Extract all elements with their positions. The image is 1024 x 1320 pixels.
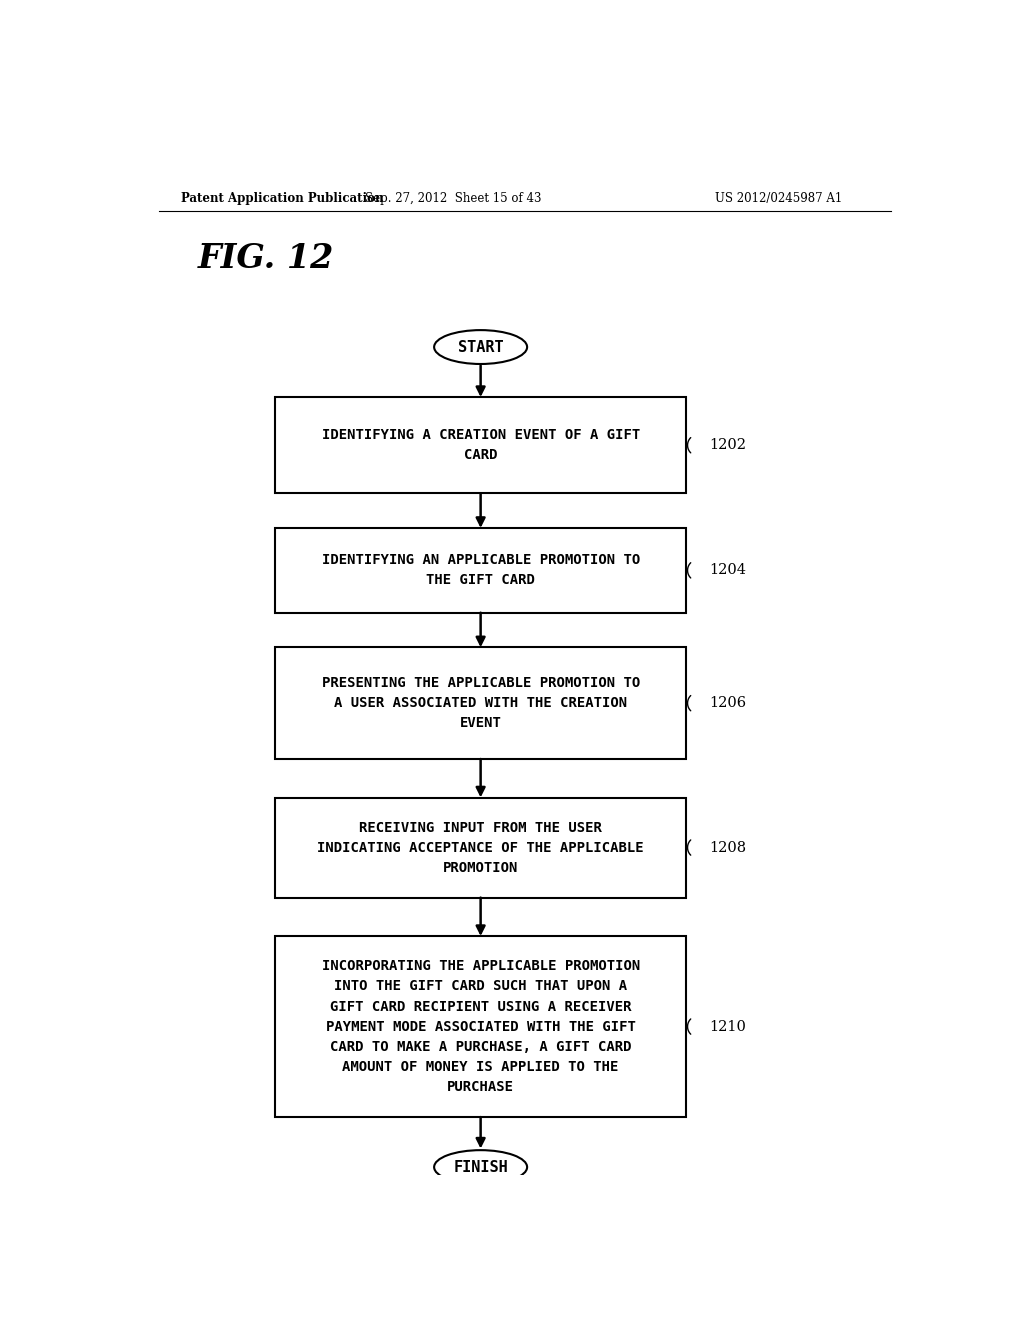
Text: Sep. 27, 2012  Sheet 15 of 43: Sep. 27, 2012 Sheet 15 of 43 bbox=[366, 191, 542, 205]
Text: INCORPORATING THE APPLICABLE PROMOTION
INTO THE GIFT CARD SUCH THAT UPON A
GIFT : INCORPORATING THE APPLICABLE PROMOTION I… bbox=[322, 960, 640, 1094]
Text: 1206: 1206 bbox=[710, 696, 746, 710]
Ellipse shape bbox=[434, 330, 527, 364]
Bar bbox=[275, 936, 686, 1117]
Text: IDENTIFYING AN APPLICABLE PROMOTION TO
THE GIFT CARD: IDENTIFYING AN APPLICABLE PROMOTION TO T… bbox=[322, 553, 640, 587]
Text: 1202: 1202 bbox=[710, 438, 746, 453]
Text: 1208: 1208 bbox=[710, 841, 746, 854]
Text: US 2012/0245987 A1: US 2012/0245987 A1 bbox=[716, 191, 843, 205]
Text: 1204: 1204 bbox=[710, 564, 746, 577]
Text: PRESENTING THE APPLICABLE PROMOTION TO
A USER ASSOCIATED WITH THE CREATION
EVENT: PRESENTING THE APPLICABLE PROMOTION TO A… bbox=[322, 676, 640, 730]
Text: START: START bbox=[458, 339, 504, 355]
Bar bbox=[275, 797, 686, 898]
Bar bbox=[275, 647, 686, 759]
Bar bbox=[275, 397, 686, 494]
Text: FIG. 12: FIG. 12 bbox=[198, 242, 334, 275]
Text: Patent Application Publication: Patent Application Publication bbox=[180, 191, 383, 205]
Text: IDENTIFYING A CREATION EVENT OF A GIFT
CARD: IDENTIFYING A CREATION EVENT OF A GIFT C… bbox=[322, 428, 640, 462]
Bar bbox=[275, 528, 686, 612]
Ellipse shape bbox=[434, 1150, 527, 1184]
Text: RECEIVING INPUT FROM THE USER
INDICATING ACCEPTANCE OF THE APPLICABLE
PROMOTION: RECEIVING INPUT FROM THE USER INDICATING… bbox=[317, 821, 644, 875]
Text: 1210: 1210 bbox=[710, 1019, 746, 1034]
Text: FINISH: FINISH bbox=[454, 1159, 508, 1175]
